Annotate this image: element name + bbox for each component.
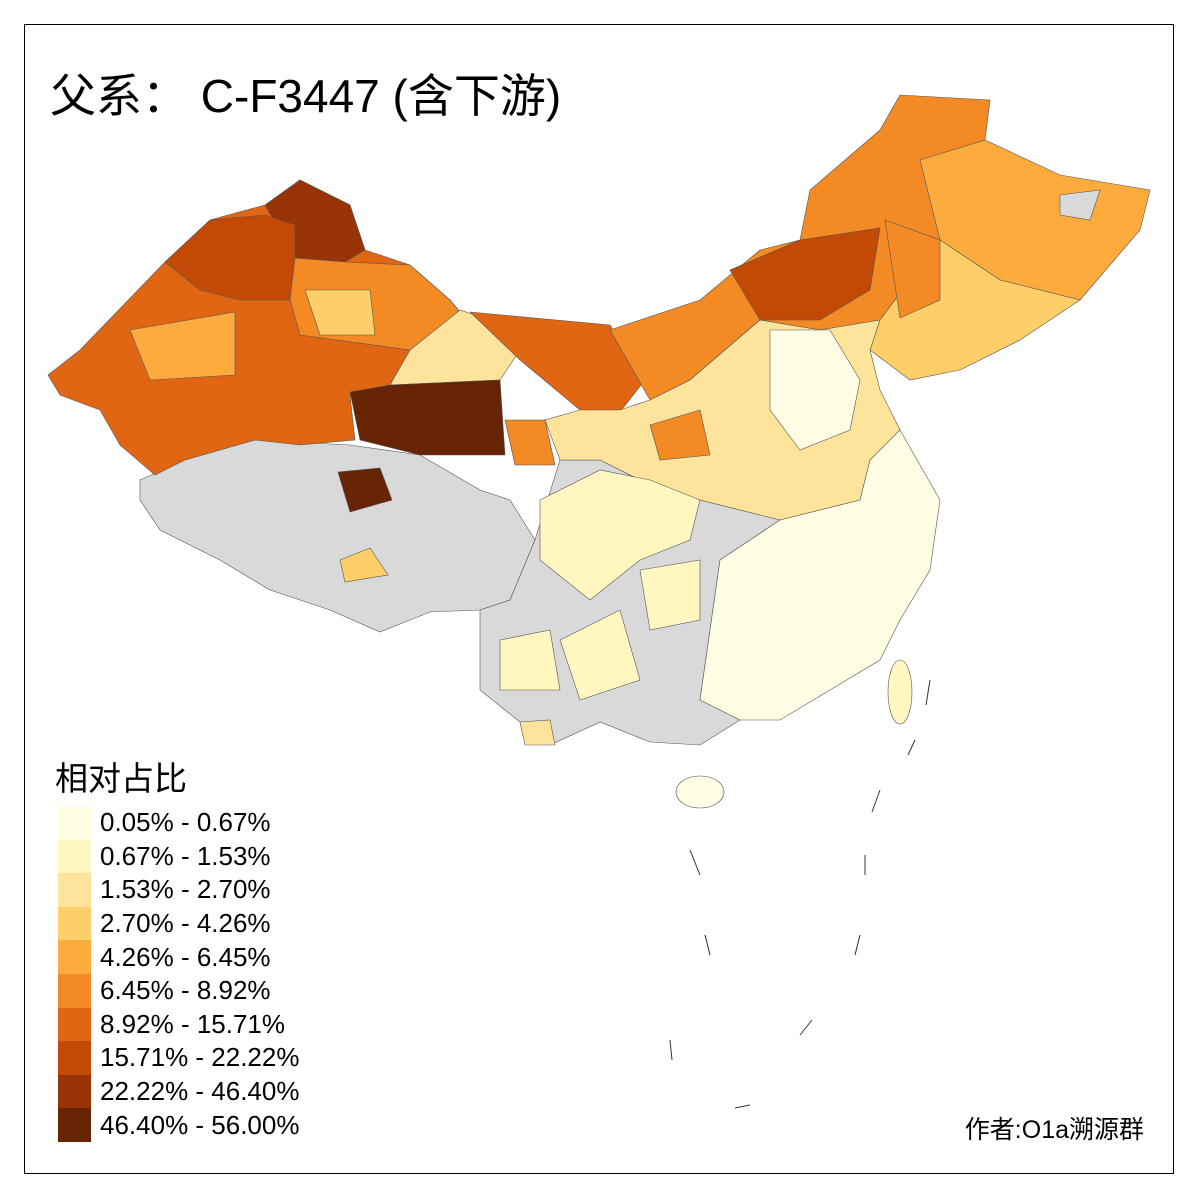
legend-swatch xyxy=(58,1108,91,1142)
legend-title: 相对占比 xyxy=(55,760,187,797)
legend-swatch xyxy=(58,806,91,840)
map-region xyxy=(519,719,556,746)
map-region xyxy=(649,409,711,461)
map-region xyxy=(539,469,701,601)
legend-swatch xyxy=(58,1007,91,1042)
legend-swatch xyxy=(58,940,91,974)
boundary-line xyxy=(854,934,861,956)
boundary-line xyxy=(734,1104,751,1109)
legend-label: 0.67% - 1.53% xyxy=(100,840,271,871)
map-region xyxy=(884,219,941,319)
legend-swatch xyxy=(58,1074,91,1109)
boundary-line xyxy=(799,1019,813,1036)
map-region xyxy=(504,419,556,466)
author-credit: 作者:O1a溯源群 xyxy=(964,1116,1144,1144)
map-region xyxy=(699,429,941,721)
boundary-line xyxy=(871,789,881,813)
map-region xyxy=(139,439,536,633)
legend-label: 2.70% - 4.26% xyxy=(100,908,271,939)
map-region xyxy=(337,467,393,513)
map-region xyxy=(639,559,701,631)
map-region xyxy=(349,379,506,456)
map-region xyxy=(769,329,861,451)
map-title: 父系： C-F3447 (含下游) xyxy=(50,70,562,122)
legend-label: 15.71% - 22.22% xyxy=(100,1042,300,1073)
legend-swatch xyxy=(58,873,91,907)
map-region xyxy=(499,629,561,691)
boundary-line xyxy=(704,934,711,956)
legend-item: 46.40% - 56.00% xyxy=(58,1108,299,1142)
legend-label: 8.92% - 15.71% xyxy=(100,1008,286,1039)
legend-label: 46.40% - 56.00% xyxy=(100,1109,300,1140)
island-region xyxy=(675,775,725,809)
legend-swatch xyxy=(58,906,91,941)
boundary-line xyxy=(669,1039,673,1061)
legend-item: 1.53% - 2.70% xyxy=(58,873,299,907)
legend-item: 0.67% - 1.53% xyxy=(58,839,299,874)
legend-label: 1.53% - 2.70% xyxy=(100,874,271,905)
map-region xyxy=(559,609,641,701)
legend-label: 4.26% - 6.45% xyxy=(100,941,271,972)
map-region xyxy=(339,547,389,583)
boundary-line xyxy=(925,679,931,706)
legend: 0.05% - 0.67% 0.67% - 1.53% 1.53% - 2.70… xyxy=(58,806,299,1142)
legend-item: 6.45% - 8.92% xyxy=(58,973,299,1008)
legend-item: 15.71% - 22.22% xyxy=(58,1041,299,1075)
map-region xyxy=(304,289,376,336)
legend-label: 0.05% - 0.67% xyxy=(100,807,271,838)
boundary-line xyxy=(689,849,701,876)
legend-item: 8.92% - 15.71% xyxy=(58,1007,299,1042)
legend-label: 6.45% - 8.92% xyxy=(100,975,271,1006)
legend-item: 2.70% - 4.26% xyxy=(58,906,299,941)
boundary-line xyxy=(907,739,916,756)
map-frame xyxy=(24,24,1174,1174)
legend-swatch xyxy=(58,973,91,1008)
legend-item: 4.26% - 6.45% xyxy=(58,940,299,974)
island-region xyxy=(887,659,913,725)
legend-item: 0.05% - 0.67% xyxy=(58,806,299,840)
map-region xyxy=(1059,189,1101,221)
legend-swatch xyxy=(58,1041,91,1075)
map-region xyxy=(129,311,236,381)
legend-item: 22.22% - 46.40% xyxy=(58,1074,300,1109)
legend-swatch xyxy=(58,839,91,874)
legend-label: 22.22% - 46.40% xyxy=(100,1076,300,1107)
